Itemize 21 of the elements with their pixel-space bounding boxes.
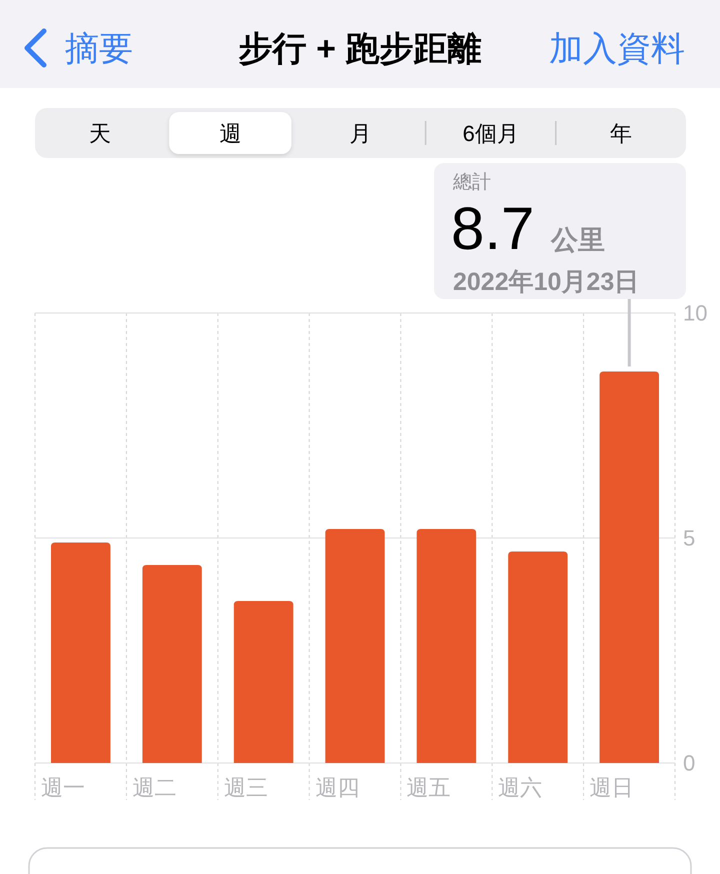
annotation: 月	[350, 121, 372, 146]
annotation: 2022年10月23日	[453, 268, 640, 296]
x-tick-label: 週二	[132, 775, 176, 800]
y-tick-label: 5	[683, 526, 696, 550]
x-tick-label: 週五	[406, 775, 451, 800]
x-tick-label: 週日	[590, 775, 634, 800]
annotation: 總計	[453, 172, 491, 193]
y-tick-label: 10	[683, 300, 708, 326]
annotation: 加入資料	[549, 30, 685, 68]
annotation: 天	[89, 121, 112, 146]
annotation: 摘要	[65, 30, 133, 68]
annotation: 8.7 公里	[451, 195, 606, 262]
title: 步行 + 跑步距離	[238, 30, 482, 68]
x-tick-label: 週六	[498, 775, 542, 800]
annotation: 6個月	[462, 121, 519, 146]
annotation: 年	[610, 121, 632, 146]
x-tick-label: 週三	[224, 775, 268, 800]
annotation: 週	[219, 121, 242, 146]
x-tick-label: 週一	[41, 775, 85, 800]
y-tick-label: 0	[683, 750, 696, 776]
x-tick-label: 週四	[315, 775, 360, 800]
